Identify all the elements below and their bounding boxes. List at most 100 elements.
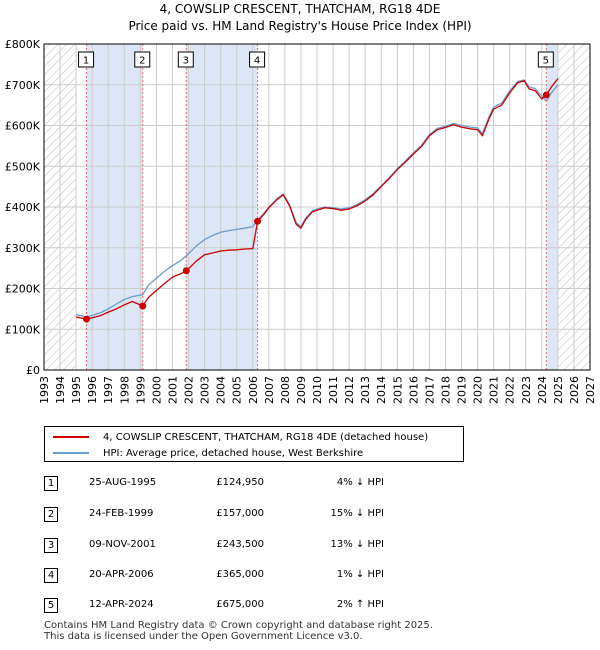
sale-point — [83, 315, 91, 323]
plot-border — [43, 43, 591, 371]
x-tick-label: 2018 — [439, 376, 452, 404]
x-tick-label: 2000 — [150, 376, 163, 404]
y-tick-label: £800K — [5, 38, 41, 51]
sale-point — [182, 267, 190, 275]
sale-marker-label: 5 — [543, 56, 549, 67]
sale-marker-badge — [134, 51, 151, 68]
x-tick-label: 1997 — [102, 376, 115, 404]
table-row: 1 25-AUG-1995 £124,950 4% ↓ HPI — [44, 476, 384, 492]
footer-attribution: Contains HM Land Registry data © Crown c… — [44, 620, 433, 642]
x-tick-label: 2023 — [520, 376, 533, 404]
table-row: 2 24-FEB-1999 £157,000 15% ↓ HPI — [44, 507, 384, 523]
x-tick-label: 2011 — [327, 376, 340, 404]
sale-marker-badge — [78, 51, 95, 68]
x-tick-label: 2024 — [536, 376, 549, 404]
legend-entry-property: 4, COWSLIP CRESCENT, THATCHAM, RG18 4DE … — [53, 429, 428, 445]
x-tick-label: 2001 — [166, 376, 179, 404]
sale-price: £365,000 — [216, 569, 264, 580]
sale-marker-badge — [177, 51, 194, 68]
legend-entry-hpi: HPI: Average price, detached house, West… — [53, 445, 363, 461]
x-tick-label: 2012 — [343, 376, 356, 404]
sale-hpi-diff: 15% ↓ HPI — [330, 508, 384, 519]
sale-point — [254, 217, 262, 225]
sale-number-badge: 2 — [44, 507, 58, 522]
sale-marker-label: 2 — [139, 56, 145, 67]
sale-number-badge: 3 — [44, 538, 58, 553]
sale-point — [542, 91, 550, 99]
sale-point — [139, 302, 147, 310]
y-tick-label: £0 — [26, 364, 40, 377]
x-tick-label: 1995 — [70, 376, 83, 404]
price-chart: 4, COWSLIP CRESCENT, THATCHAM, RG18 4DE … — [5, 2, 597, 404]
sale-marker-badge — [249, 51, 266, 68]
property-series-line — [75, 78, 559, 320]
y-tick-label: £500K — [5, 160, 41, 173]
x-tick-label: 2021 — [488, 376, 501, 404]
x-tick-label: 1999 — [134, 376, 147, 404]
sale-date: 09-NOV-2001 — [89, 539, 156, 550]
y-tick-label: £400K — [5, 201, 41, 214]
legend-label-property: 4, COWSLIP CRESCENT, THATCHAM, RG18 4DE … — [103, 431, 429, 443]
legend-swatch-property — [53, 436, 89, 438]
sale-number-badge: 5 — [44, 598, 58, 613]
y-tick-label: £200K — [5, 283, 41, 296]
x-tick-label: 2013 — [359, 376, 372, 404]
table-row: 5 12-APR-2024 £675,000 2% ↑ HPI — [44, 598, 384, 614]
sale-price: £243,500 — [216, 539, 264, 550]
sale-date: 12-APR-2024 — [89, 599, 154, 610]
x-tick-label: 2002 — [183, 376, 196, 404]
x-tick-label: 1996 — [86, 376, 99, 404]
y-tick-label: £700K — [5, 79, 41, 92]
x-tick-label: 2006 — [247, 376, 260, 404]
x-tick-label: 2008 — [279, 376, 292, 404]
sale-hpi-diff: 13% ↓ HPI — [330, 539, 384, 550]
x-tick-label: 2003 — [199, 376, 212, 404]
y-tick-label: £300K — [5, 242, 41, 255]
x-tick-label: 2025 — [552, 376, 565, 404]
footer-line-1: Contains HM Land Registry data © Crown c… — [44, 620, 433, 631]
sale-price: £675,000 — [216, 599, 264, 610]
legend-swatch-hpi — [53, 452, 89, 454]
sale-marker-label: 1 — [83, 56, 89, 67]
sale-price: £157,000 — [216, 508, 264, 519]
sale-number-badge: 4 — [44, 568, 58, 583]
x-tick-label: 2026 — [568, 376, 581, 404]
chart-title: 4, COWSLIP CRESCENT, THATCHAM, RG18 4DE — [160, 2, 441, 16]
sale-date: 20-APR-2006 — [89, 569, 154, 580]
chart-legend: 4, COWSLIP CRESCENT, THATCHAM, RG18 4DE … — [44, 426, 464, 462]
legend-label-hpi: HPI: Average price, detached house, West… — [103, 447, 364, 459]
footer-line-2: This data is licensed under the Open Gov… — [44, 631, 363, 642]
hpi-series-line — [75, 79, 559, 318]
x-tick-label: 2027 — [584, 376, 597, 404]
sale-date: 25-AUG-1995 — [89, 477, 157, 488]
sale-number-badge: 1 — [44, 476, 58, 491]
x-tick-label: 2020 — [472, 376, 485, 404]
x-tick-label: 1994 — [54, 376, 67, 404]
sale-price: £124,950 — [216, 477, 264, 488]
x-tick-label: 2017 — [423, 376, 436, 404]
x-tick-label: 2016 — [407, 376, 420, 404]
x-tick-label: 2009 — [295, 376, 308, 404]
y-tick-label: £100K — [5, 323, 41, 336]
sale-date: 24-FEB-1999 — [89, 508, 154, 519]
table-row: 4 20-APR-2006 £365,000 1% ↓ HPI — [44, 568, 384, 584]
x-tick-label: 2015 — [391, 376, 404, 404]
sale-marker-label: 3 — [183, 56, 189, 67]
x-tick-label: 2014 — [375, 376, 388, 404]
x-tick-label: 1998 — [118, 376, 131, 404]
table-row: 3 09-NOV-2001 £243,500 13% ↓ HPI — [44, 538, 384, 554]
x-tick-label: 2010 — [311, 376, 324, 404]
sale-hpi-diff: 4% ↓ HPI — [336, 477, 384, 488]
sale-marker-badge — [537, 51, 554, 68]
x-tick-label: 2007 — [263, 376, 276, 404]
x-tick-label: 2019 — [456, 376, 469, 404]
y-tick-label: £600K — [5, 120, 41, 133]
sale-hpi-diff: 1% ↓ HPI — [336, 569, 384, 580]
sale-hpi-diff: 2% ↑ HPI — [336, 599, 384, 610]
x-tick-label: 1993 — [38, 376, 51, 404]
chart-subtitle: Price paid vs. HM Land Registry's House … — [128, 19, 471, 33]
sale-marker-label: 4 — [254, 56, 260, 67]
x-tick-label: 2004 — [215, 376, 228, 404]
x-tick-label: 2022 — [504, 376, 517, 404]
x-tick-label: 2005 — [231, 376, 244, 404]
